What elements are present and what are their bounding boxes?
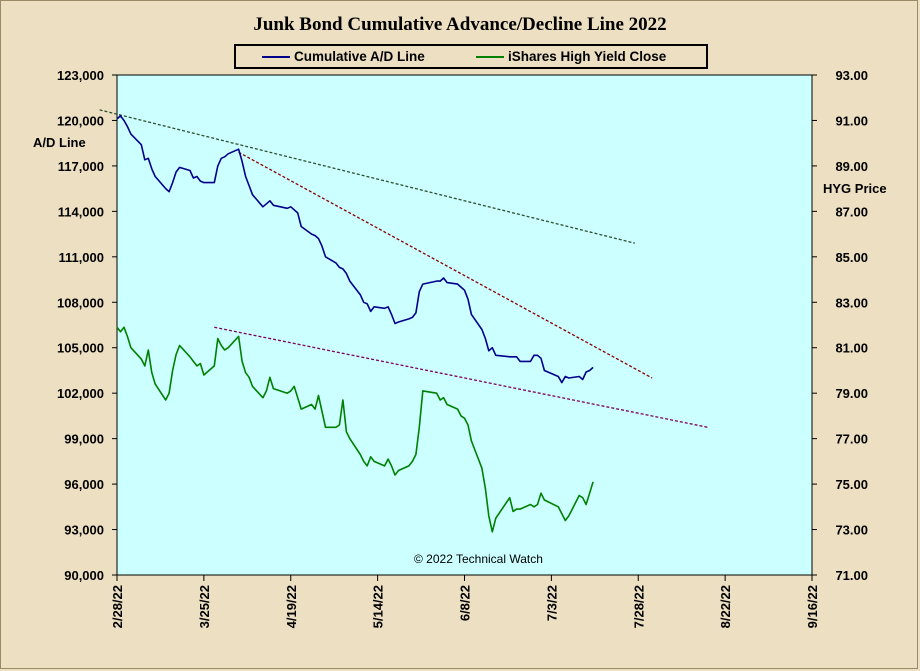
left-tick-label: 123,000: [57, 68, 104, 83]
x-tick-label: 6/8/22: [458, 585, 473, 621]
right-tick-label: 73.00: [835, 523, 868, 538]
legend-item-hyg: iShares High Yield Close: [476, 49, 666, 64]
left-tick-label: 105,000: [57, 341, 104, 356]
right-tick-label: 85.00: [835, 250, 868, 265]
legend-swatch-hyg: [476, 55, 504, 58]
x-tick-label: 3/25/22: [197, 585, 212, 628]
trendline-1: [99, 109, 635, 244]
right-tick-label: 77.00: [835, 432, 868, 447]
right-tick-label: 83.00: [835, 295, 868, 310]
x-tick-label: 9/16/22: [805, 585, 820, 628]
x-tick-label: 5/14/22: [371, 585, 386, 628]
left-tick-label: 111,000: [58, 250, 104, 265]
series-line-hyg: [116, 326, 594, 533]
right-tick-label: 81.00: [835, 341, 868, 356]
left-tick-label: 102,000: [57, 386, 104, 401]
legend-swatch-ad-line: [262, 55, 290, 58]
series-line-ad-line: [116, 115, 594, 384]
right-tick-label: 75.00: [835, 477, 868, 492]
legend-item-ad-line: Cumulative A/D Line: [262, 49, 425, 64]
right-tick-label: 91.00: [835, 113, 868, 128]
legend-label-hyg: iShares High Yield Close: [508, 49, 667, 64]
copyright-notice: © 2022 Technical Watch: [414, 552, 543, 566]
x-tick-label: 7/3/22: [544, 585, 559, 621]
right-axis-label: HYG Price: [823, 181, 887, 196]
x-tick-label: 4/19/22: [284, 585, 299, 628]
x-tick-label: 8/22/22: [718, 585, 733, 628]
x-tick-label: 2/28/22: [110, 585, 125, 628]
right-tick-label: 87.00: [835, 204, 868, 219]
left-tick-label: 114,000: [58, 204, 104, 219]
left-tick-label: 96,000: [64, 477, 104, 492]
trendlines: [99, 109, 708, 428]
right-tick-label: 71.00: [835, 568, 868, 583]
x-tick-label: 7/28/22: [631, 585, 646, 628]
chart-title: Junk Bond Cumulative Advance/Decline Lin…: [253, 14, 667, 35]
trendline-3: [214, 326, 708, 428]
left-tick-label: 120,000: [57, 113, 104, 128]
left-tick-label: 108,000: [57, 295, 104, 310]
left-tick-label: 117,000: [58, 159, 104, 174]
trendline-2: [238, 151, 653, 379]
right-tick-label: 93.00: [835, 68, 868, 83]
right-tick-label: 89.00: [835, 159, 868, 174]
legend-label-ad-line: Cumulative A/D Line: [294, 49, 425, 64]
axes: 90,000 93,000 96,000 99,000 102,000 105,000 10…: [57, 68, 868, 628]
chart-legend: Cumulative A/D Line iShares High Yield C…: [234, 44, 708, 69]
left-axis-label: A/D Line: [33, 135, 86, 150]
left-tick-label: 99,000: [64, 432, 104, 447]
series-lines: [116, 115, 594, 533]
left-tick-label: 93,000: [64, 523, 104, 538]
right-tick-label: 79.00: [835, 386, 868, 401]
left-tick-label: 90,000: [64, 568, 104, 583]
plot-area: [116, 74, 813, 576]
